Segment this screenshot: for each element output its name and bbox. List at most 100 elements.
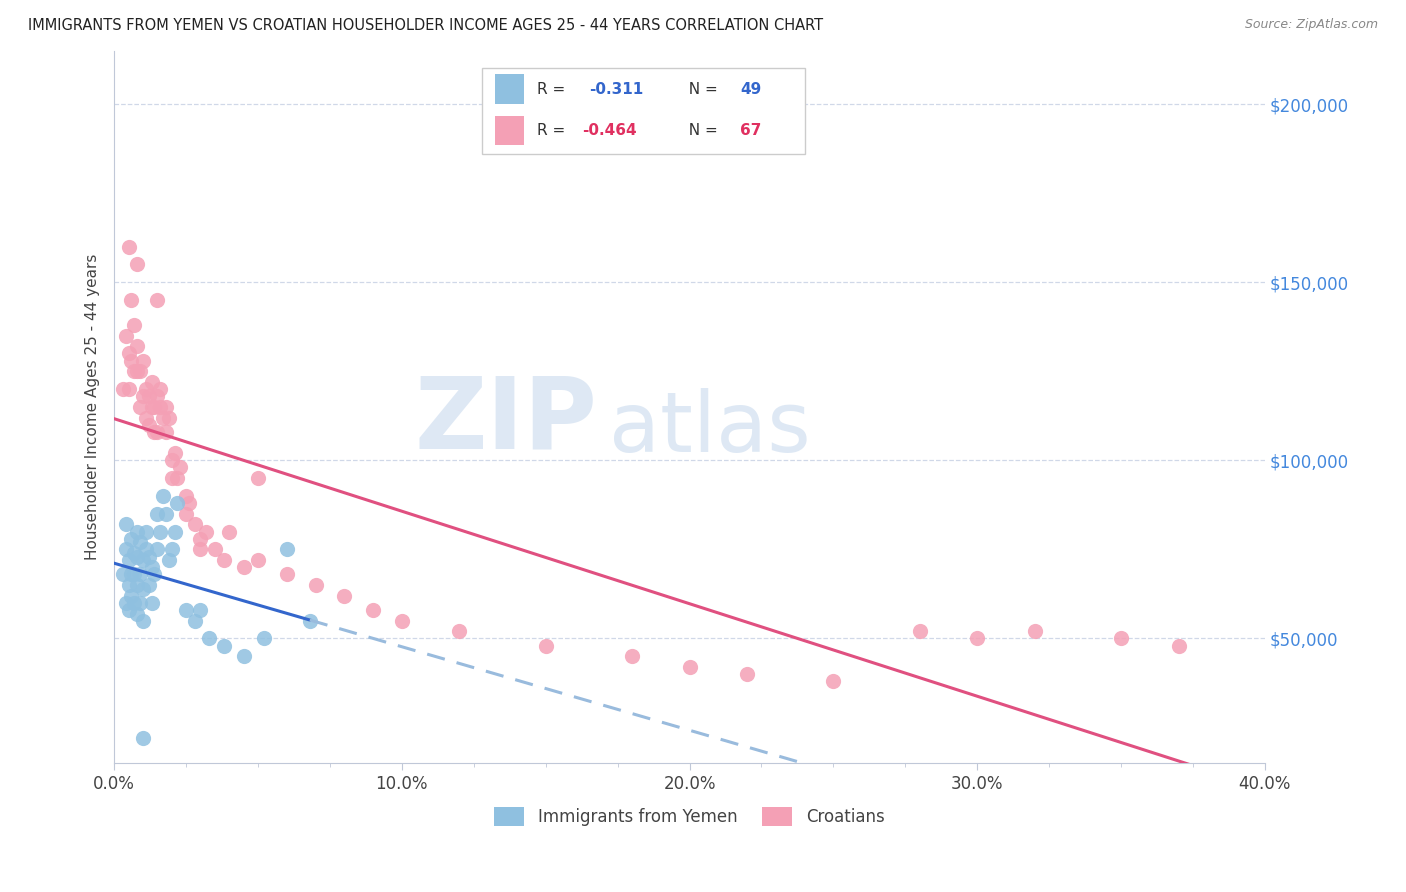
Point (160, 542, 183, 557)
Point (114, 328, 136, 343)
Text: atlas: atlas (609, 388, 811, 469)
Point (143, 425, 166, 439)
Point (204, 542, 226, 557)
Point (160, 471, 183, 485)
Point (127, 339, 149, 353)
Point (304, 578, 326, 592)
Point (166, 471, 188, 485)
Point (124, 546, 146, 560)
Point (135, 524, 157, 539)
Point (146, 293, 169, 307)
Point (120, 293, 142, 307)
Point (141, 560, 163, 574)
Point (129, 567, 152, 582)
Point (298, 614, 321, 628)
Point (129, 400, 152, 414)
Point (160, 453, 183, 467)
Point (114, 517, 136, 532)
Point (127, 364, 149, 378)
Point (1167, 639, 1189, 653)
Point (908, 624, 931, 639)
Point (132, 389, 155, 403)
Point (120, 567, 142, 582)
Point (135, 542, 157, 557)
Point (534, 639, 557, 653)
Point (276, 542, 298, 557)
Point (138, 578, 160, 592)
Point (218, 524, 240, 539)
Point (184, 614, 207, 628)
Point (1024, 624, 1046, 639)
Point (127, 524, 149, 539)
Point (135, 382, 157, 396)
Point (124, 567, 146, 582)
Point (149, 524, 172, 539)
Point (177, 496, 200, 510)
Point (129, 364, 152, 378)
Legend: Immigrants from Yemen, Croatians: Immigrants from Yemen, Croatians (495, 806, 884, 826)
Point (117, 578, 139, 592)
Point (149, 400, 172, 414)
Point (132, 353, 155, 368)
Point (127, 607, 149, 621)
Point (247, 553, 270, 567)
Point (232, 649, 254, 664)
Point (361, 603, 384, 617)
Point (149, 382, 172, 396)
Point (132, 731, 155, 746)
Point (155, 425, 177, 439)
Point (120, 353, 142, 368)
Point (163, 446, 186, 460)
Point (127, 578, 149, 592)
Point (198, 632, 221, 646)
Point (735, 667, 758, 681)
Point (111, 567, 134, 582)
Point (174, 489, 197, 503)
Point (232, 560, 254, 574)
Point (155, 507, 177, 521)
Point (141, 596, 163, 610)
Point (212, 639, 235, 653)
Point (146, 425, 169, 439)
Point (823, 674, 845, 689)
Point (190, 532, 212, 546)
Point (120, 532, 142, 546)
Point (138, 417, 160, 432)
Point (135, 410, 157, 425)
Point (132, 614, 155, 628)
Point (127, 549, 149, 564)
Point (124, 596, 146, 610)
Point (129, 535, 152, 549)
Point (155, 400, 177, 414)
Point (117, 346, 139, 360)
Point (146, 507, 169, 521)
Point (174, 507, 197, 521)
Point (169, 460, 191, 475)
Point (124, 318, 146, 332)
Point (111, 382, 134, 396)
Point (141, 400, 163, 414)
Point (174, 603, 197, 617)
Y-axis label: Householder Income Ages 25 - 44 years: Householder Income Ages 25 - 44 years (86, 253, 100, 560)
Point (449, 624, 471, 639)
Point (129, 596, 152, 610)
Point (146, 542, 169, 557)
Point (141, 375, 163, 389)
Point (143, 567, 166, 582)
Point (138, 389, 160, 403)
Text: Source: ZipAtlas.com: Source: ZipAtlas.com (1244, 18, 1378, 31)
Point (190, 542, 212, 557)
Text: ZIP: ZIP (415, 373, 598, 470)
Point (391, 614, 413, 628)
Point (247, 471, 270, 485)
Point (212, 553, 235, 567)
Point (132, 582, 155, 596)
Point (253, 632, 276, 646)
Point (195, 524, 218, 539)
Point (146, 389, 169, 403)
Point (166, 496, 188, 510)
Point (966, 632, 988, 646)
Point (127, 257, 149, 271)
Point (120, 589, 142, 603)
Point (163, 524, 186, 539)
